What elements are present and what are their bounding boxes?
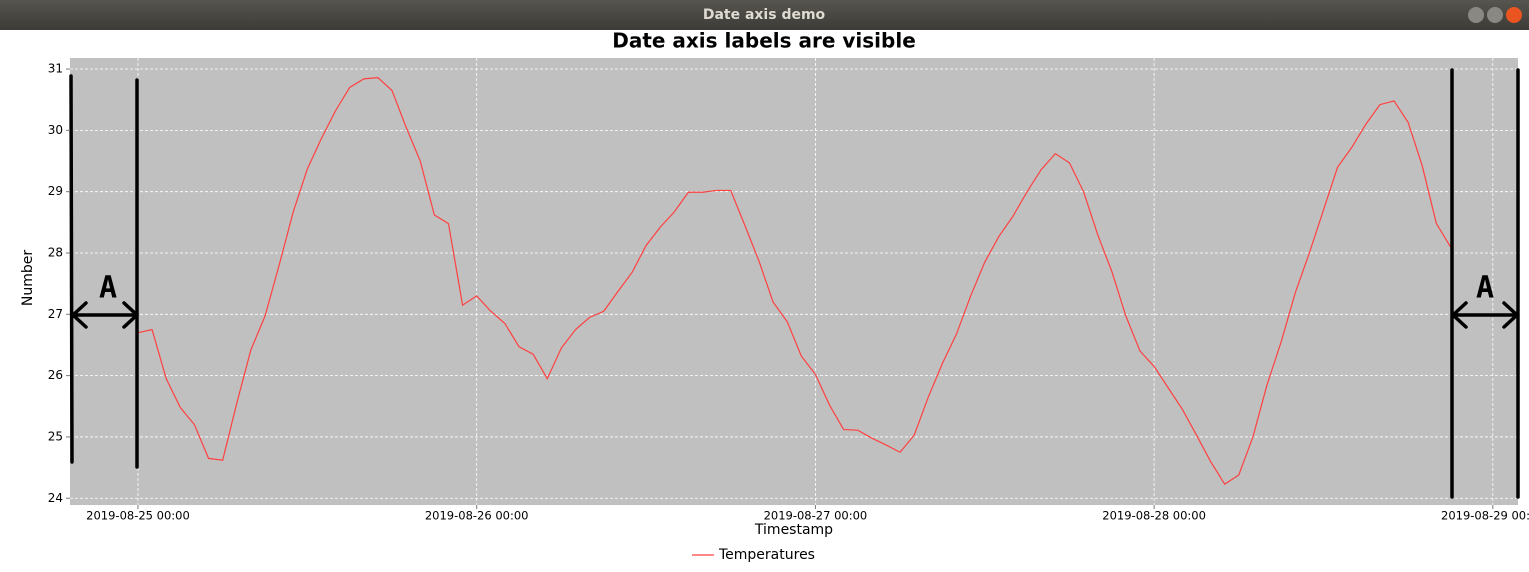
y-tick-label: 30 [48, 123, 63, 137]
annotation-label: A [99, 271, 117, 306]
series [137, 76, 1452, 485]
annotation-label: A [1476, 271, 1494, 306]
legend-label: Temperatures [718, 547, 815, 563]
chart-title: Date axis labels are visible [612, 29, 916, 53]
maximize-button[interactable] [1487, 7, 1503, 23]
y-tick-label: 28 [48, 245, 63, 259]
x-axis-label: Timestamp [754, 522, 833, 538]
x-tick-label: 2019-08-28 00:00 [1102, 509, 1206, 523]
x-tick-label: 2019-08-27 00:00 [764, 509, 868, 523]
y-tick-label: 25 [48, 429, 63, 443]
window-title: Date axis demo [703, 7, 826, 23]
title-bar [0, 0, 1529, 30]
plot-area [70, 58, 1518, 505]
y-tick-label: 31 [48, 62, 63, 76]
minimize-button[interactable] [1468, 7, 1484, 23]
close-button[interactable] [1506, 7, 1522, 23]
data-line [137, 76, 1452, 485]
y-tick-label: 26 [48, 368, 63, 382]
annotation [69, 68, 1520, 499]
y-tick-label: 24 [48, 491, 63, 505]
y-tick-label: 27 [48, 307, 63, 321]
y-tick-label: 29 [48, 184, 63, 198]
x-tick-label: 2019-08-29 00:00 [1441, 509, 1529, 523]
x-tick-label: 2019-08-26 00:00 [425, 509, 529, 523]
y-axis-label: Number [20, 250, 36, 306]
x-tick-label: 2019-08-25 00:00 [86, 509, 190, 523]
